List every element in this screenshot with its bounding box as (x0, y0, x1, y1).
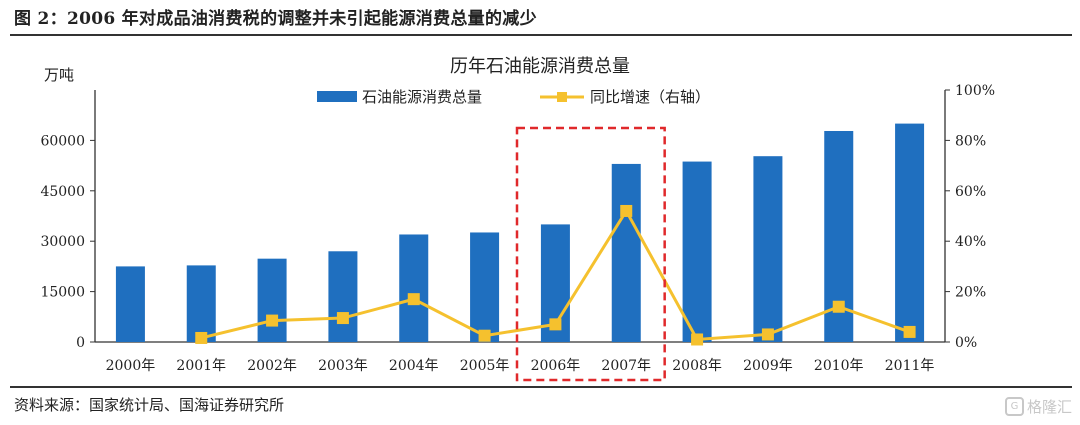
bar-2002年 (257, 258, 287, 342)
bottom-rule (10, 386, 1072, 388)
bar-2008年 (682, 161, 712, 342)
bar-2004年 (399, 234, 429, 342)
x-tick-label: 2011年 (885, 358, 935, 374)
right-tick-label: 80% (955, 133, 986, 149)
axes: 0 15000 30000 45000 60000 0% 20% 40% 60% 80% 100% (40, 83, 995, 351)
top-rule (10, 34, 1072, 36)
x-tick-label: 2001年 (176, 358, 226, 374)
watermark: G 格隆汇 (1004, 396, 1072, 417)
x-axis-labels: 2000年 2001年 2002年 2003年 2004年 2005年 2006年 2007年… (106, 358, 935, 374)
right-tick-label: 60% (955, 184, 986, 200)
bar-2009年 (753, 156, 783, 342)
growth-point-2008年 (691, 333, 704, 346)
growth-point-2006年 (549, 318, 562, 331)
growth-point-2005年 (478, 329, 491, 342)
x-tick-label: 2009年 (743, 358, 793, 374)
left-tick-label: 0 (76, 335, 85, 351)
left-axis-unit-label: 万吨 (44, 66, 74, 84)
growth-point-2002年 (266, 314, 279, 327)
watermark-logo-icon: G (1004, 397, 1024, 416)
x-tick-label: 2006年 (531, 358, 581, 374)
x-tick-label: 2004年 (389, 358, 439, 374)
x-tick-label: 2007年 (601, 358, 651, 374)
legend-bar-swatch (317, 91, 357, 102)
growth-point-2007年 (620, 204, 633, 217)
right-tick-label: 20% (955, 285, 986, 301)
right-tick-label: 0% (955, 335, 977, 351)
left-tick-label: 60000 (40, 133, 85, 149)
watermark-text: 格隆汇 (1026, 398, 1072, 416)
x-tick-label: 2000年 (106, 358, 156, 374)
bar-2011年 (895, 123, 925, 342)
bar-2000年 (115, 266, 145, 342)
legend: 石油能源消费总量 同比增速（右轴） (317, 88, 710, 106)
figure-title: 图 2：2006 年对成品油消费税的调整并未引起能源消费总量的减少 (14, 9, 537, 29)
x-tick-label: 2002年 (247, 358, 297, 374)
source-note: 资料来源：国家统计局、国海证券研究所 (14, 396, 285, 414)
growth-point-2009年 (761, 328, 774, 341)
growth-point-2001年 (195, 331, 208, 344)
highlight-box (515, 126, 666, 382)
bar-2005年 (470, 232, 500, 342)
left-tick-label: 45000 (40, 184, 85, 200)
growth-point-2011年 (903, 325, 916, 338)
legend-bar-label: 石油能源消费总量 (362, 88, 482, 106)
bar-2007年 (611, 163, 641, 342)
right-tick-label: 40% (955, 234, 986, 250)
bar-2003年 (328, 251, 358, 342)
bar-2001年 (186, 265, 216, 342)
left-tick-label: 15000 (40, 285, 85, 301)
legend-line-label: 同比增速（右轴） (590, 88, 710, 106)
right-tick-label: 100% (955, 83, 995, 99)
growth-point-2004年 (407, 293, 420, 306)
growth-line (195, 204, 916, 346)
growth-point-2003年 (336, 312, 349, 325)
growth-point-2010年 (832, 300, 845, 313)
x-tick-label: 2005年 (460, 358, 510, 374)
left-tick-label: 30000 (40, 234, 85, 250)
legend-line-marker (557, 92, 567, 102)
x-tick-label: 2003年 (318, 358, 368, 374)
x-tick-label: 2010年 (814, 358, 864, 374)
x-tick-label: 2008年 (672, 358, 722, 374)
chart-title: 历年石油能源消费总量 (450, 56, 630, 77)
bars (115, 123, 925, 342)
